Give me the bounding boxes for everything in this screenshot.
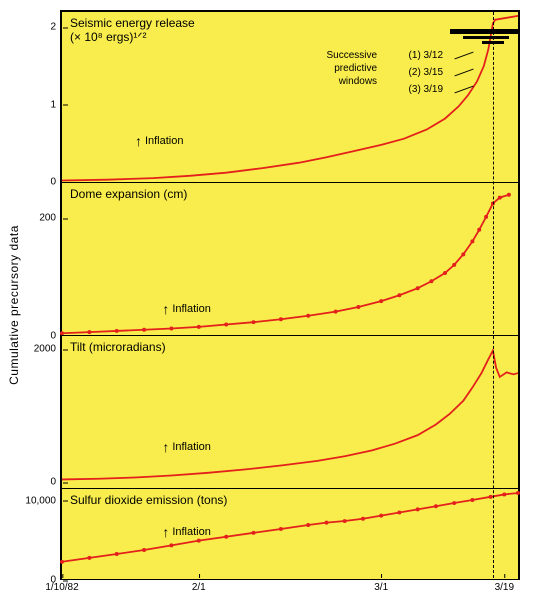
ytick: 0 (50, 477, 62, 488)
marker (507, 193, 511, 197)
marker (361, 517, 365, 521)
marker (224, 322, 228, 326)
marker (224, 535, 228, 539)
marker (325, 521, 329, 525)
predictive-windows-title: Successive predictive windows (326, 49, 377, 88)
marker (356, 305, 360, 309)
ytick: 0 (50, 331, 62, 342)
ytick: 10,000 (25, 495, 62, 506)
marker (477, 228, 481, 232)
series-seismic (62, 12, 518, 182)
marker (252, 531, 256, 535)
marker (470, 239, 474, 243)
panel-so2: Sulfur dioxide emission (tons)010,000↑In… (62, 488, 518, 579)
marker (306, 523, 310, 527)
series-tilt (62, 336, 518, 488)
predictive-window-bar (450, 29, 518, 34)
panel-tilt: Tilt (microradians)02000↑Inflation (62, 335, 518, 488)
marker (516, 491, 520, 495)
line-tilt (62, 351, 518, 480)
xtick: 3/1 (374, 578, 388, 593)
marker (484, 215, 488, 219)
marker (452, 501, 456, 505)
predictive-window-label: (2) 3/15 (409, 66, 443, 79)
marker (60, 560, 64, 564)
marker (397, 510, 401, 514)
marker (279, 317, 283, 321)
series-dome (62, 183, 518, 335)
marker (142, 548, 146, 552)
marker (334, 310, 338, 314)
marker (115, 329, 119, 333)
predictive-window-bar (482, 41, 505, 44)
marker (498, 196, 502, 200)
marker (115, 552, 119, 556)
marker (397, 293, 401, 297)
marker (502, 492, 506, 496)
line-dome (62, 195, 509, 333)
marker (434, 504, 438, 508)
predictive-window-bar (463, 36, 509, 39)
plot-area: Seismic energy release (× 10⁸ ergs)¹ᐟ²01… (60, 10, 520, 580)
ytick: 1 (50, 99, 62, 110)
marker (169, 543, 173, 547)
marker (197, 325, 201, 329)
marker (142, 328, 146, 332)
xtick: 3/19 (495, 578, 514, 593)
ytick: 200 (39, 213, 62, 224)
predictive-window-label: (1) 3/12 (409, 49, 443, 62)
marker (379, 514, 383, 518)
figure-root: Cumulative precursory data Seismic energ… (0, 0, 537, 610)
marker (306, 314, 310, 318)
event-line-start-activity (493, 12, 494, 578)
marker (197, 539, 201, 543)
predictive-window-label: (3) 3/19 (409, 83, 443, 96)
marker (443, 271, 447, 275)
marker (461, 252, 465, 256)
marker (343, 519, 347, 523)
panel-seismic: Seismic energy release (× 10⁸ ergs)¹ᐟ²01… (62, 12, 518, 182)
marker (252, 320, 256, 324)
line-so2 (62, 493, 518, 562)
xtick: 2/1 (192, 578, 206, 593)
marker (452, 263, 456, 267)
marker (470, 498, 474, 502)
panel-dome: Dome expansion (cm)0200↑Inflation (62, 182, 518, 335)
marker (169, 327, 173, 331)
marker (429, 279, 433, 283)
marker (379, 299, 383, 303)
marker (87, 330, 91, 334)
xtick: 1/10/82 (45, 578, 78, 593)
ytick: 0 (50, 177, 62, 188)
line-seismic (62, 16, 518, 181)
marker (87, 556, 91, 560)
ytick: 2 (50, 22, 62, 33)
yaxis-label: Cumulative precursory data (7, 225, 21, 385)
ytick: 2000 (34, 344, 62, 355)
series-so2 (62, 489, 518, 579)
marker (416, 507, 420, 511)
marker (279, 527, 283, 531)
marker (416, 286, 420, 290)
